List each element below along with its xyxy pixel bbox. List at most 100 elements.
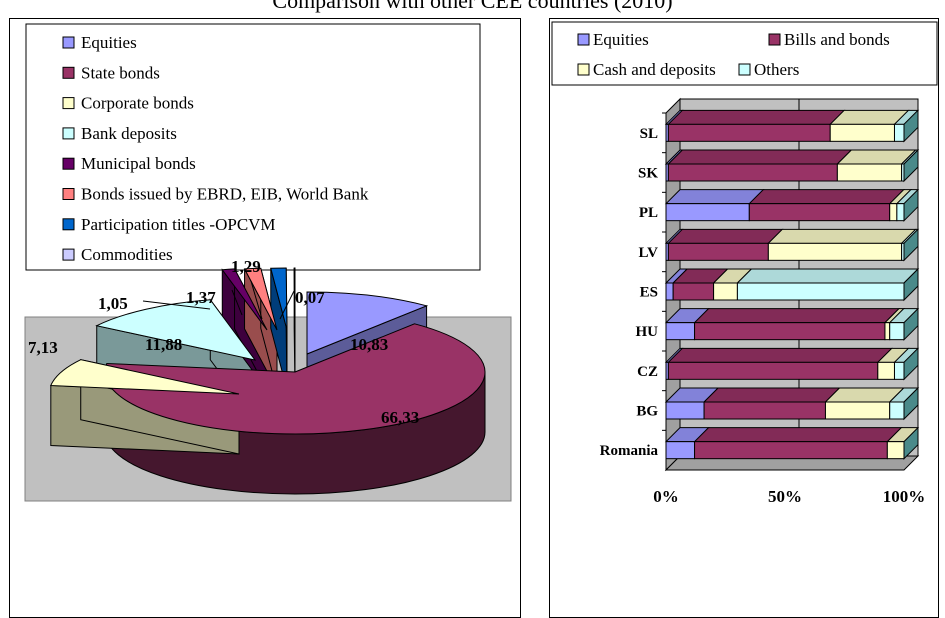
bar-category-label-romania: Romania	[600, 443, 659, 459]
pie-leader-line-3	[279, 290, 295, 320]
legend-swatch-equities	[577, 33, 590, 46]
legend-swatch-others	[738, 63, 751, 76]
legend-label-cash-and-deposits: Cash and deposits	[593, 60, 716, 79]
pie-slice-commodities	[293, 267, 296, 331]
legend-swatch-commodities	[62, 248, 75, 261]
legend-label-participation-titles-opcvm: Participation titles -OPCVM	[81, 215, 276, 234]
legend-label-bonds-issued-by-ebrd-eib-world-bank: Bonds issued by EBRD, EIB, World Bank	[81, 185, 369, 204]
legend-label-municipal-bonds: Municipal bonds	[81, 154, 196, 173]
bar-es-others	[736, 282, 905, 301]
bar-romania-bills-and-bonds	[694, 441, 888, 460]
legend-swatch-state-bonds	[62, 66, 75, 79]
bar-chart-panel: Equities Bills and bonds Cash and deposits…	[549, 18, 939, 618]
bar-pl-cash-and-deposits	[889, 203, 898, 222]
pie-slice-equities	[306, 291, 429, 355]
bar-category-label-sl: SL	[640, 126, 658, 142]
pie-data-label-state-bonds: 66,33	[381, 408, 419, 427]
bar-romania-cash-and-deposits	[886, 441, 905, 460]
pie-data-label-equities: 10,83	[350, 335, 388, 354]
bar-sl-others	[893, 123, 905, 142]
legend-label-equities: Equities	[593, 30, 649, 49]
bar-cz-cash-and-deposits	[877, 361, 895, 380]
legend-label-equities: Equities	[81, 33, 137, 52]
bar-sl-cash-and-deposits	[829, 123, 895, 142]
bar-category-label-hu: HU	[636, 324, 659, 340]
pie-data-label-bonds-issued-by-ebrd-eib-world-bank: 1,37	[186, 288, 216, 307]
pie-chart-panel: Equities State bonds Corporate bonds Bank d…	[9, 18, 521, 618]
bar-category-label-bg: BG	[636, 404, 658, 420]
bar-x-tick-label-2: 100%	[883, 487, 926, 506]
bar-top-lv-cash-and-deposits	[767, 228, 917, 244]
bar-category-label-es: ES	[640, 285, 658, 301]
bar-hu-bills-and-bonds	[694, 322, 886, 341]
bar-end-cz	[903, 347, 919, 381]
bar-top-es-others	[736, 268, 920, 284]
bar-top-hu-bills-and-bonds	[693, 308, 901, 324]
bar-x-tick-label-0: 0%	[653, 487, 679, 506]
bar-romania-equities	[665, 441, 696, 460]
pie-data-label-municipal-bonds: 1,05	[98, 294, 128, 313]
legend-swatch-cash-and-deposits	[577, 63, 590, 76]
bar-pl-equities	[665, 203, 750, 222]
legend-label-others: Others	[754, 60, 799, 79]
legend-swatch-corporate-bonds	[62, 97, 75, 110]
bar-es-bills-and-bonds	[672, 282, 715, 301]
pie-leader-line-1	[231, 289, 243, 316]
pie-slice-state-bonds	[104, 323, 486, 435]
bar-top-lv-bills-and-bonds	[667, 228, 784, 244]
legend-swatch-bank-deposits	[62, 127, 75, 140]
bar-sk-bills-and-bonds	[667, 163, 838, 182]
bar-top-cz-bills-and-bonds	[667, 347, 894, 363]
bar-end-sk	[903, 148, 919, 183]
bar-top-romania-bills-and-bonds	[693, 427, 903, 443]
bar-cz-others	[893, 361, 905, 380]
bar-lv-bills-and-bonds	[667, 242, 769, 261]
pie-slice-bank-deposits	[95, 299, 257, 361]
bar-es-equities	[665, 282, 674, 301]
legend-label-bank-deposits: Bank deposits	[81, 124, 177, 143]
bar-end-hu	[903, 307, 919, 341]
bar-x-tick-label-1: 50%	[768, 487, 802, 506]
bar-category-label-pl: PL	[639, 205, 658, 221]
page-title: Comparison with other CEE countries (201…	[272, 0, 673, 13]
pie-slice-participation-titles-opcvm	[270, 267, 288, 331]
legend-swatch-municipal-bonds	[62, 157, 75, 170]
legend-label-bills-and-bonds: Bills and bonds	[784, 30, 890, 49]
bar-lv-cash-and-deposits	[767, 242, 903, 261]
bar-hu-equities	[665, 322, 696, 341]
bar-end-bg	[903, 386, 919, 421]
bar-cz-bills-and-bonds	[667, 361, 879, 380]
pie-legend-box	[25, 23, 481, 271]
bar-hu-cash-and-deposits	[884, 322, 891, 341]
pie-slice-bonds-issued-by-ebrd-eib-world-bank	[243, 267, 278, 331]
bar-end-pl	[903, 188, 919, 222]
bar-top-sl-bills-and-bonds	[667, 109, 846, 125]
bar-top-sk-bills-and-bonds	[667, 149, 853, 165]
bar-pl-bills-and-bonds	[748, 203, 891, 222]
bar-top-pl-equities	[664, 189, 765, 205]
pie-leader-line-2	[250, 280, 263, 320]
bar-es-cash-and-deposits	[713, 282, 738, 301]
bar-pl-others	[896, 203, 905, 222]
bar-bg-others	[889, 401, 905, 420]
bar-chart: Equities Bills and bonds Cash and deposits…	[551, 21, 938, 506]
bar-bg-bills-and-bonds	[703, 401, 826, 420]
legend-swatch-participation-titles-opcvm	[62, 218, 75, 231]
bar-category-label-sk: SK	[638, 166, 658, 182]
legend-label-state-bonds: State bonds	[81, 63, 160, 82]
bar-hu-others	[889, 322, 905, 341]
pie-slice-corporate-bonds	[50, 359, 240, 395]
pie-slice-municipal-bonds	[221, 268, 268, 331]
pie-chart: Equities State bonds Corporate bonds Bank d…	[24, 23, 512, 502]
bar-sl-bills-and-bonds	[667, 123, 831, 142]
pie-data-label-corporate-bonds: 7,13	[28, 338, 58, 357]
bar-end-romania	[903, 426, 919, 460]
bar-bg-cash-and-deposits	[824, 401, 891, 420]
bar-top-pl-bills-and-bonds	[748, 189, 905, 205]
bar-category-label-cz: CZ	[637, 364, 658, 380]
legend-swatch-equities	[62, 36, 75, 49]
bar-bg-equities	[665, 401, 705, 420]
bar-top-bg-bills-and-bonds	[702, 387, 841, 403]
pie-data-label-commodities: 0,07	[295, 288, 325, 307]
bar-sk-cash-and-deposits	[836, 163, 903, 182]
